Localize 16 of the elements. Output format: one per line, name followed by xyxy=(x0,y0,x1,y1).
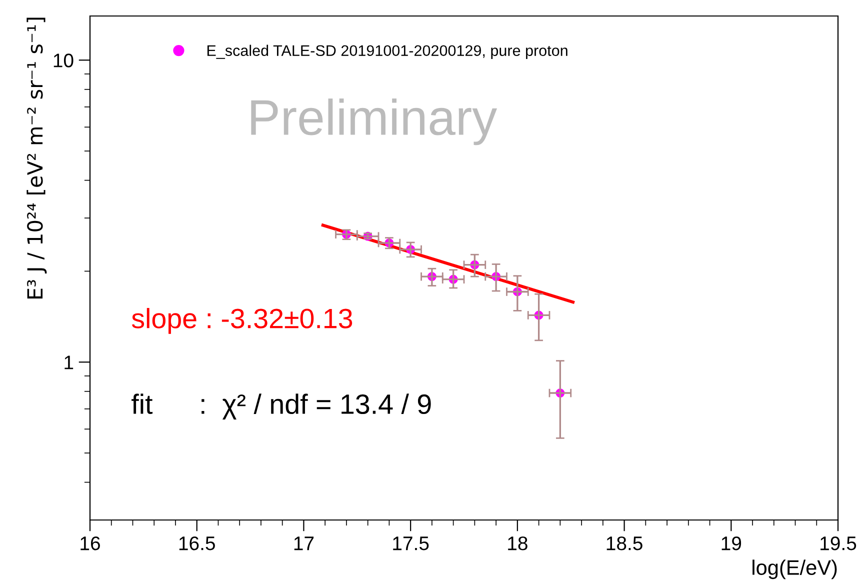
x-tick-label: 19 xyxy=(722,536,742,550)
x-axis-title: log(E/eV) xyxy=(752,560,837,580)
x-tick-label: 18.5 xyxy=(606,536,642,550)
annotation: Preliminary xyxy=(251,98,498,146)
y-tick-label: 1 xyxy=(64,356,74,370)
x-tick-label: 17 xyxy=(294,536,314,550)
x-tick-label: 16 xyxy=(80,536,100,550)
x-tick-label: 17.5 xyxy=(393,536,429,550)
y-axis-title: E³ J / 10²⁴ [eV² m⁻² sr⁻¹ s⁻¹] xyxy=(26,18,47,298)
y-tick-label: 10 xyxy=(54,54,74,68)
legend-label: E_scaled TALE-SD 20191001-20200129, pure proton xyxy=(207,44,568,60)
x-tick-label: 19.5 xyxy=(820,536,856,550)
x-tick-label: 16.5 xyxy=(179,536,215,550)
x-tick-label: 18 xyxy=(508,536,528,550)
annotation: fit : χ² / ndf = 13.4 / 9 xyxy=(132,394,431,420)
annotation: slope : -3.32±0.13 xyxy=(132,308,352,334)
